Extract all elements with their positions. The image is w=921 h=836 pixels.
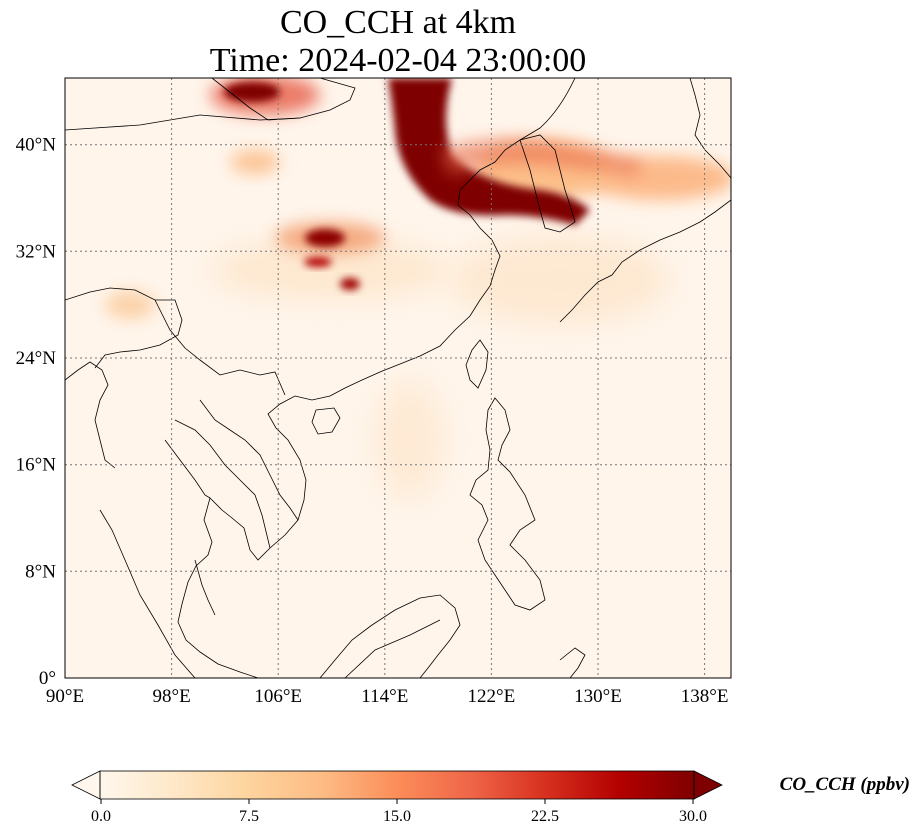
lat-label-8: 8°N [25,561,56,582]
lon-label-130: 130°E [574,686,622,707]
haze-plume-bangladesh [105,291,155,319]
thailand-border [164,419,271,549]
colorbar: 0.0 7.5 15.0 22.5 30.0 CO_CCH (ppbv) [71,770,910,825]
gridlines [65,78,731,678]
laos-vietnam-border [199,399,299,521]
malay-peninsula-border [194,559,216,616]
sulawesi-coastline [559,647,586,678]
myanmar-border [154,299,286,396]
philippines-coastline [469,397,546,611]
mongolia-border [65,114,301,131]
latitude-labels: 0° 8°N 16°N 24°N 32°N 40°N [16,135,57,689]
china-coastline [211,78,356,121]
lon-label-90: 90°E [46,686,84,707]
lat-label-40: 40°N [16,135,57,156]
borneo-border [344,619,441,678]
lon-label-98: 98°E [152,686,190,707]
lon-label-114: 114°E [361,686,408,707]
hainan-coastline [311,407,341,435]
lat-label-16: 16°N [16,455,57,476]
map-title-line2: Time: 2024-02-04 23:00:00 [209,42,587,79]
lat-label-32: 32°N [16,241,57,262]
concentration-field [105,78,731,500]
plume-central-china-southeast [340,278,360,290]
colorbar-title: CO_CCH (ppbv) [780,774,910,795]
colorbar-tick-label-22-5: 22.5 [531,808,559,825]
lat-label-24: 24°N [16,348,57,369]
haze-plume-west-china [230,150,280,174]
plume-mongolia-core [224,82,280,102]
bohai-yellow-sea-coastline [177,78,576,678]
map-title-line1: CO_CCH at 4km [279,4,517,41]
taiwan-coastline [465,339,489,389]
plume-central-china-south [304,257,332,267]
colorbar-tick-label-0: 0.0 [91,808,111,825]
lon-label-138: 138°E [681,686,729,707]
borneo-coastline [319,594,461,678]
colorbar-extend-max [693,770,723,800]
map-frame [64,77,732,679]
korea-coastline [519,134,576,233]
colorbar-tick-label-15: 15.0 [383,808,411,825]
main-pollution-band-edge [440,138,640,175]
coastlines-and-borders [65,78,731,678]
colorbar-tick-label-7-5: 7.5 [239,808,259,825]
map-panel [65,78,731,678]
colorbar-gradient [100,771,694,799]
sumatra-coastline [99,509,196,678]
haze-plume-southeast-coast [375,380,445,500]
plume-central-china-core [305,229,345,247]
lon-label-122: 122°E [468,686,516,707]
india-coastline [65,361,116,469]
lon-label-106: 106°E [254,686,302,707]
colorbar-tick-label-30: 30.0 [679,808,707,825]
main-pollution-band [388,78,590,225]
lat-label-0: 0° [39,668,56,689]
haze-plume-east-china-sea [450,235,670,325]
longitude-labels: 90°E 98°E 106°E 114°E 122°E 130°E 138°E [46,686,729,707]
china-india-border [65,287,183,369]
colorbar-extend-min [71,770,101,800]
japan-coastline [559,78,731,323]
haze-plume-south-china [210,240,450,300]
